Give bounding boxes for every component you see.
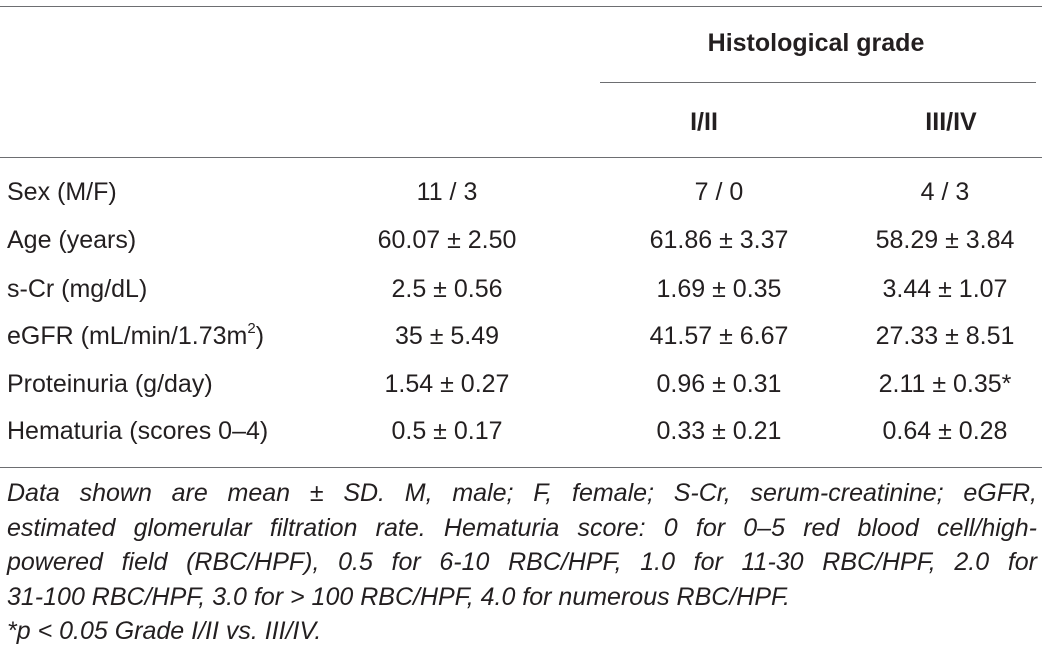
table-cell: 2.11 ± 0.35* (878, 370, 1012, 398)
table-cell: 58.29 ± 3.84 (875, 226, 1015, 254)
table-top-rule (0, 6, 1042, 7)
row-label-text: eGFR (mL/min/1.73m (7, 322, 248, 350)
row-label: Sex (M/F) (7, 178, 117, 206)
table-cell: 2.5 ± 0.56 (391, 275, 503, 303)
table-cell: 27.33 ± 8.51 (875, 322, 1015, 350)
row-label: Age (years) (7, 226, 137, 254)
table-cell: 3.44 ± 1.07 (882, 275, 1008, 303)
row-label: s-Cr (mg/dL) (7, 275, 148, 303)
row-label: eGFR (mL/min/1.73m2) (7, 320, 264, 352)
footnote-line: Data shown are mean ± SD. M, male; F, fe… (7, 479, 1037, 507)
row-label-superscript: 2 (247, 319, 256, 337)
footnote-line: powered field (RBC/HPF), 0.5 for 6-10 RB… (7, 548, 1037, 576)
table-cell: 0.5 ± 0.17 (391, 417, 503, 445)
row-label: Hematuria (scores 0–4) (7, 417, 269, 445)
group-header: Histological grade (707, 29, 925, 57)
table-bottom-rule (0, 467, 1042, 468)
group-header-rule (600, 82, 1036, 83)
table-cell: 61.86 ± 3.37 (649, 226, 789, 254)
table-cell: 1.69 ± 0.35 (656, 275, 782, 303)
table-cell: 4 / 3 (920, 178, 970, 206)
column-header-grade-3-4: III/IV (925, 108, 977, 136)
footnote-significance: *p < 0.05 Grade I/II vs. III/IV. (7, 617, 322, 645)
table-cell: 7 / 0 (694, 178, 744, 206)
table-cell: 11 / 3 (416, 178, 478, 206)
table-cell: 1.54 ± 0.27 (384, 370, 510, 398)
row-label-suffix: ) (255, 322, 265, 350)
table-cell: 60.07 ± 2.50 (377, 226, 517, 254)
table-cell: 0.33 ± 0.21 (656, 417, 782, 445)
column-header-grade-1-2: I/II (690, 108, 718, 136)
header-bottom-rule (0, 157, 1042, 158)
table-cell: 0.96 ± 0.31 (656, 370, 782, 398)
table-cell: 0.64 ± 0.28 (882, 417, 1008, 445)
table-cell: 41.57 ± 6.67 (649, 322, 789, 350)
table-footnote: Data shown are mean ± SD. M, male; F, fe… (7, 476, 1037, 649)
table-cell: 35 ± 5.49 (394, 322, 500, 350)
footnote-line: estimated glomerular filtration rate. He… (7, 513, 1037, 542)
row-label: Proteinuria (g/day) (7, 370, 213, 398)
footnote-line: 31-100 RBC/HPF, 3.0 for > 100 RBC/HPF, 4… (7, 582, 790, 611)
